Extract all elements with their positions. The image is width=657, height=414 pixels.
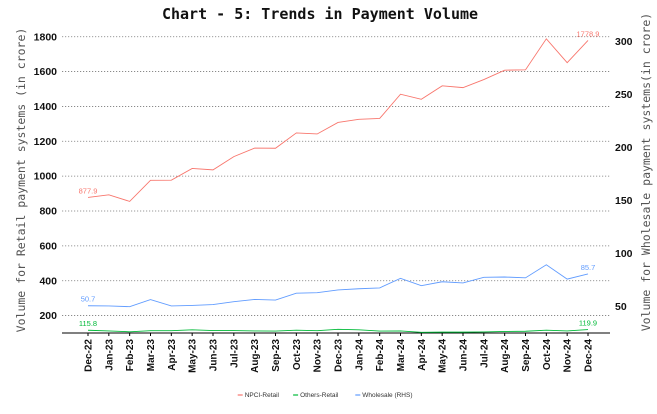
data-label: 877.9	[79, 186, 98, 195]
y-tick-label-left: 1800	[34, 31, 58, 43]
legend-label: Wholesale (RHS)	[362, 392, 412, 399]
x-tick-label: Dec-22	[84, 339, 95, 372]
data-label: 119.9	[579, 319, 597, 328]
y-tick-label-left: 1600	[34, 66, 58, 78]
data-label: 50.7	[81, 295, 96, 304]
x-tick-label: Nov-23	[313, 339, 324, 373]
series-line-others-retail	[87, 328, 589, 333]
x-tick-label: Apr-24	[417, 339, 428, 371]
legend-label: Others-Retail	[300, 392, 339, 399]
series-lines	[87, 38, 589, 333]
x-tick-label: Jun-24	[459, 339, 470, 372]
y-tick-label-left: 800	[39, 206, 57, 218]
y-tick-label-right: 50	[615, 301, 627, 313]
x-tick-label: Jan-23	[104, 339, 115, 371]
y-tick-label-left: 200	[39, 310, 57, 322]
x-tick-label: Jul-23	[229, 339, 240, 368]
series-line-wholesale-rhs	[87, 264, 589, 308]
x-tick-label: Feb-24	[375, 339, 386, 372]
x-tick-label: Jul-24	[479, 339, 490, 368]
x-tick-label: May-23	[188, 339, 199, 373]
x-tick-label: Nov-24	[563, 339, 574, 373]
series-line-npci-retail	[87, 38, 589, 202]
y-axis-title-left: Volume for Retail payment systems (in cr…	[14, 28, 28, 333]
y-tick-label-left: 1200	[34, 136, 58, 148]
y-axis-title-right: Volume for Wholesale payment systems(in …	[639, 13, 653, 332]
data-label: 115.8	[79, 319, 97, 328]
x-tick-label: Jan-24	[354, 339, 365, 371]
chart-title: Chart - 5: Trends in Payment Volume	[162, 5, 478, 23]
x-tick-label: Aug-23	[250, 339, 261, 373]
x-tick-label: Aug-24	[500, 339, 511, 373]
y-tick-label-right: 100	[615, 248, 633, 260]
data-labels: 877.9 1778.9 115.8 119.9 50.7 85.7	[79, 29, 600, 328]
x-tick-label: Sep-23	[271, 339, 282, 372]
x-tick-label: Jun-23	[209, 339, 220, 372]
y-tick-label-right: 200	[615, 142, 633, 154]
x-tick-label: Mar-23	[146, 339, 157, 372]
x-tick-label: Apr-23	[167, 339, 178, 371]
x-tick-label: May-24	[438, 339, 449, 373]
y-tick-label-left: 600	[39, 240, 57, 252]
legend: NPCI-Retail Others-Retail Wholesale (RHS)	[237, 392, 413, 399]
y-tick-label-left: 1000	[34, 171, 58, 183]
x-tick-label: Mar-24	[396, 339, 407, 372]
legend-label: NPCI-Retail	[245, 392, 280, 399]
x-tick-label: Dec-24	[584, 339, 595, 372]
y-tick-label-right: 150	[615, 195, 633, 207]
x-tick-label: Oct-24	[542, 339, 553, 371]
x-tick-label: Feb-23	[125, 339, 136, 372]
x-tick-label: Sep-24	[521, 339, 532, 372]
data-label: 1778.9	[577, 29, 600, 38]
y-tick-label-left: 1400	[34, 101, 58, 113]
x-tick-label: Dec-23	[334, 339, 345, 372]
y-tick-label-left: 400	[39, 275, 57, 287]
y-tick-label-right: 300	[615, 36, 633, 48]
gridlines	[62, 36, 610, 316]
x-tick-label: Oct-23	[292, 339, 303, 371]
y-tick-label-right: 250	[615, 89, 633, 101]
axes: 200 400 600 800 1000 1200 1400 1600 1800 50 100 150…	[34, 31, 633, 373]
data-label: 85.7	[581, 263, 596, 272]
